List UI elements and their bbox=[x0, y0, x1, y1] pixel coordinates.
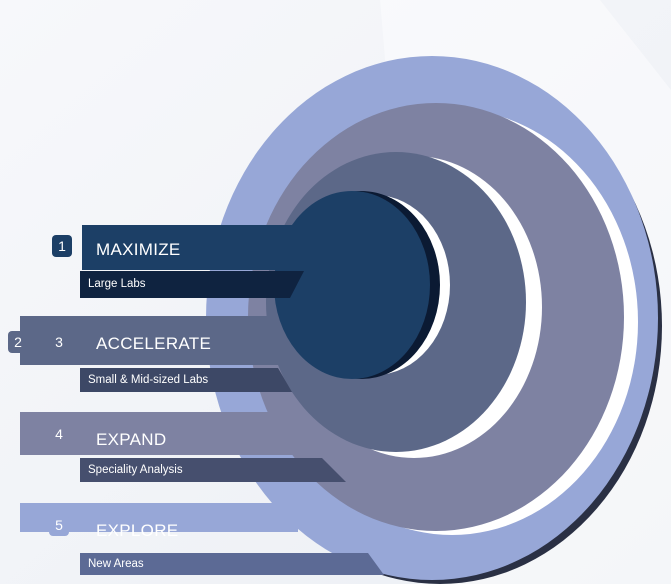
tier-4-title: EXPLORE bbox=[96, 521, 179, 540]
tier-1-subtitle: Large Labs bbox=[88, 278, 146, 290]
tier-4-subtitle: New Areas bbox=[88, 558, 144, 570]
tier-2-subtitle: Small & Mid-sized Labs bbox=[88, 374, 209, 386]
tier-4-number-badge: 5 bbox=[49, 514, 69, 536]
tier-3-number-badge: 4 bbox=[49, 423, 69, 445]
tier-2-number-badge: 2 bbox=[8, 331, 28, 353]
tier-3-title: EXPAND bbox=[96, 430, 167, 449]
tier-1-title: MAXIMIZE bbox=[96, 240, 181, 259]
ring-1-core bbox=[80, 191, 450, 379]
tier-3-subtitle: Speciality Analysis bbox=[88, 464, 183, 476]
tier-2-title: ACCELERATE bbox=[96, 334, 212, 353]
tier-1-number-badge: 1 bbox=[52, 235, 72, 257]
tier-2-number-badge-secondary: 3 bbox=[49, 331, 69, 353]
